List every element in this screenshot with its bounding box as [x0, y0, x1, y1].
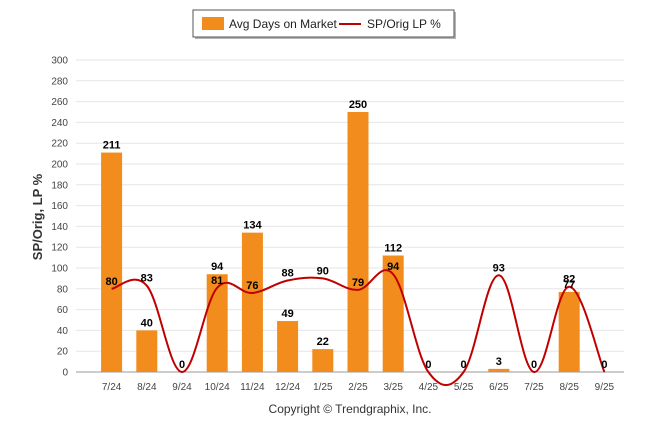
x-tick-label: 8/24 [137, 382, 157, 393]
line-value-label: 82 [563, 274, 575, 286]
bar-value-label: 77 [563, 279, 575, 291]
line-value-label: 83 [141, 273, 153, 285]
y-tick-label: 0 [62, 368, 68, 379]
line-data-labels: 80 83 81 76 88 90 79 94 93 82 [105, 261, 575, 292]
x-tick-label: 1/25 [313, 382, 333, 393]
bar [488, 368, 510, 372]
x-tick-label: 7/24 [102, 382, 122, 393]
bar-value-label: 0 [425, 359, 431, 371]
y-axis-ticks: 0 20 40 60 80 100 120 140 160 180 200 220 240 260 280 3… [51, 56, 68, 379]
x-tick-label: 7/25 [524, 382, 544, 393]
legend-bar-swatch [202, 17, 224, 30]
line-value-label: 80 [105, 276, 117, 288]
line-value-label: 88 [281, 267, 293, 279]
y-axis-label: SP/Orig, LP % [30, 173, 45, 260]
y-tick-label: 60 [57, 305, 69, 316]
bar-value-label: 112 [384, 243, 402, 255]
bar-value-label: 211 [103, 140, 121, 152]
line-value-label: 79 [352, 277, 364, 289]
bar-value-label: 0 [601, 359, 607, 371]
bar [347, 112, 369, 372]
bar [101, 152, 123, 372]
legend-label-line: SP/Orig LP % [367, 17, 441, 31]
bar [136, 330, 158, 372]
bar [312, 349, 334, 372]
series-line [111, 269, 606, 387]
y-tick-label: 80 [57, 284, 69, 295]
line-value-label: 90 [317, 265, 329, 277]
x-tick-label: 9/24 [172, 382, 192, 393]
bar-data-labels: 211 40 0 94 134 49 22 250 112 0 0 3 0 77 0 [103, 99, 608, 371]
y-tick-label: 200 [51, 160, 68, 171]
legend-label-bar: Avg Days on Market [229, 17, 337, 31]
line-series [111, 269, 606, 387]
copyright-footer: Copyright © Trendgraphix, Inc. [269, 402, 432, 416]
bar [277, 321, 299, 372]
bar [241, 232, 263, 372]
x-tick-label: 10/24 [205, 382, 230, 393]
y-tick-label: 220 [51, 139, 68, 150]
bar-value-label: 0 [531, 359, 537, 371]
x-tick-label: 6/25 [489, 382, 509, 393]
x-tick-label: 5/25 [454, 382, 474, 393]
x-tick-label: 11/24 [240, 382, 265, 393]
line-value-label: 94 [387, 261, 400, 273]
y-tick-label: 40 [57, 326, 69, 337]
y-tick-label: 20 [57, 347, 69, 358]
y-tick-label: 160 [51, 201, 68, 212]
y-tick-label: 240 [51, 118, 68, 129]
x-tick-label: 3/25 [383, 382, 403, 393]
x-tick-label: 9/25 [595, 382, 615, 393]
bar-value-label: 250 [349, 99, 367, 111]
bar-value-label: 40 [141, 317, 153, 329]
y-tick-label: 260 [51, 97, 68, 108]
y-tick-label: 280 [51, 76, 68, 87]
bar-value-label: 134 [243, 220, 262, 232]
x-tick-label: 4/25 [419, 382, 439, 393]
y-tick-label: 180 [51, 180, 68, 191]
bar-value-label: 49 [281, 308, 293, 320]
y-tick-label: 100 [51, 264, 68, 275]
bar-value-label: 3 [496, 356, 502, 368]
x-axis-ticks: 7/24 8/24 9/24 10/24 11/24 12/24 1/25 2/25 3/25 4… [102, 382, 615, 393]
bar-value-label: 22 [317, 336, 329, 348]
bar-value-label: 94 [211, 261, 224, 273]
bar [558, 291, 580, 372]
y-tick-label: 300 [51, 56, 68, 67]
y-tick-label: 120 [51, 243, 68, 254]
y-tick-label: 140 [51, 222, 68, 233]
bar-series [101, 112, 580, 372]
x-tick-label: 12/24 [275, 382, 300, 393]
line-value-label: 76 [246, 280, 258, 292]
x-tick-label: 8/25 [559, 382, 579, 393]
line-value-label: 93 [493, 262, 505, 274]
bar-value-label: 0 [461, 359, 467, 371]
legend-box [192, 9, 455, 38]
bar-value-label: 0 [179, 359, 185, 371]
legend: Avg Days on Market SP/Orig LP % [192, 9, 456, 39]
x-tick-label: 2/25 [348, 382, 368, 393]
line-value-label: 81 [211, 275, 223, 287]
